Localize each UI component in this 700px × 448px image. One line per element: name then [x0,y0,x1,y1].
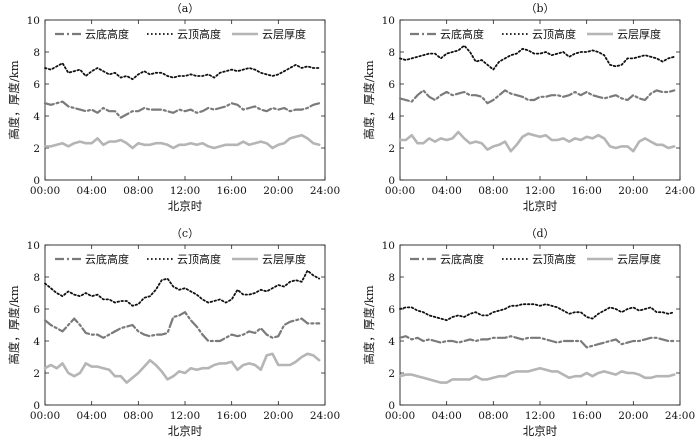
panel-a-legend-label-1: 云底高度 [85,27,129,41]
panel-b-ytick-label: 2 [388,143,395,155]
panel-b-xtick-label: 16:00 [572,185,602,197]
panel-b-legend-label-3: 云层厚度 [617,27,661,41]
panel-c-ylabel: 高度，厚度/km [7,285,21,364]
panel-d-ylabel: 高度，厚度/km [362,285,376,364]
panel-d-ytick-label: 8 [388,272,395,284]
panel-c-series-cloud-base-line [43,311,321,343]
panel-d-xlabel: 北京时 [523,424,558,438]
panel-a-xtick-label: 12:00 [170,185,200,197]
panel-d-legend-label-3: 云层厚度 [617,252,661,266]
panel-d-xtick-label: 08:00 [478,410,508,422]
panel-b-xtick-label: 12:00 [525,185,555,197]
panel-a-ytick-label: 6 [33,79,40,91]
panel-d-ytick-label: 6 [388,304,395,316]
panel-d-ytick-label: 4 [388,336,395,348]
panel-c-legend-label-1: 云底高度 [85,252,129,266]
panel-a-series-cloud-top-line [44,62,321,81]
panel-a-xlabel: 北京时 [168,199,203,213]
panel-d-ytick-label: 10 [382,240,395,252]
panel-c-series-cloud-top-line [44,269,321,307]
panel-c-title: （c） [171,227,199,240]
panel-d-xtick-label: 00:00 [385,410,415,422]
panel-b-series-cloud-top-line [399,44,676,71]
panel-c-xtick-label: 00:00 [30,410,60,422]
panel-b-ytick-label: 10 [382,15,395,27]
panel-c-ytick-label: 0 [33,400,40,412]
panel-b-xtick-label: 24:00 [665,185,695,197]
panel-c-xtick-label: 16:00 [217,410,247,422]
panel-b-xlabel: 北京时 [523,199,558,213]
panel-a-xtick-label: 24:00 [310,185,340,197]
panel-c-xtick-label: 04:00 [77,410,107,422]
panel-c-ytick-label: 10 [27,240,40,252]
panel-a-xtick-label: 00:00 [30,185,60,197]
panel-b-ytick-label: 8 [388,47,395,59]
panel-c-axes-frame [44,244,326,406]
panel-c-legend-label-3: 云层厚度 [262,252,306,266]
panel-c-xtick-label: 24:00 [310,410,340,422]
panel-d-xtick-label: 04:00 [432,410,462,422]
panel-d-xtick-label: 16:00 [572,410,602,422]
panel-a-legend-label-3: 云层厚度 [262,27,306,41]
panel-a-xtick-label: 08:00 [123,185,153,197]
panel-b-ylabel: 高度，厚度/km [362,60,376,139]
panel-d-ytick-label: 0 [388,400,395,412]
panel-d-series-cloud-thickness-line [398,366,676,384]
panel-a-series-cloud-thickness-line [43,133,321,150]
panel-d-legend-label-1: 云底高度 [440,252,484,266]
panel-b-ytick-label: 4 [388,111,395,123]
panel-d-xtick-label: 20:00 [618,410,648,422]
panel-c-ytick-label: 4 [33,336,40,348]
panel-a-ylabel: 高度，厚度/km [7,60,21,139]
panel-a-legend-label-2: 云顶高度 [177,27,221,41]
panel-b-axes-frame [399,19,681,181]
panel-a-xtick-label: 20:00 [263,185,293,197]
panel-b-legend-label-1: 云底高度 [440,27,484,41]
panel-a-ytick-label: 2 [33,143,40,155]
panel-d-series-cloud-top-line [399,303,676,322]
panel-a-xtick-label: 16:00 [217,185,247,197]
panel-b-series-cloud-thickness-line [398,130,676,153]
panel-b-xtick-label: 00:00 [385,185,415,197]
panel-c-series-cloud-thickness-line [43,352,321,384]
panel-a-title: （a） [171,2,200,15]
panel-c-xlabel: 北京时 [168,424,203,438]
panel-a-ytick-label: 0 [33,175,40,187]
panel-c-ytick-label: 8 [33,272,40,284]
panel-d-title: （d） [525,227,554,240]
panel-b-legend-label-2: 云顶高度 [532,27,576,41]
panel-a-ytick-label: 10 [27,15,40,27]
panel-d-legend-label-2: 云顶高度 [532,252,576,266]
panel-b-xtick-label: 04:00 [432,185,462,197]
panel-d-ytick-label: 2 [388,368,395,380]
panel-a-axes-frame [44,19,326,181]
panel-d-xtick-label: 24:00 [665,410,695,422]
panel-c-xtick-label: 08:00 [123,410,153,422]
panel-b-xtick-label: 20:00 [618,185,648,197]
panel-c-legend-label-2: 云顶高度 [177,252,221,266]
panel-b-ytick-label: 0 [388,175,395,187]
panel-a-series-cloud-base-line [43,100,321,119]
panel-b-ytick-label: 6 [388,79,395,91]
panel-a-xtick-label: 04:00 [77,185,107,197]
panel-c-ytick-label: 6 [33,304,40,316]
panel-a-ytick-label: 4 [33,111,40,123]
panel-b-series-cloud-base-line [398,89,676,105]
panel-b-title: （b） [525,2,554,15]
panel-c-xtick-label: 12:00 [170,410,200,422]
panel-d-axes-frame [399,244,681,406]
panel-d-series-cloud-base-line [398,335,676,349]
panel-c-xtick-label: 20:00 [263,410,293,422]
panel-d-xtick-label: 12:00 [525,410,555,422]
panel-b-xtick-label: 08:00 [478,185,508,197]
panel-c-ytick-label: 2 [33,368,40,380]
panel-a-ytick-label: 8 [33,47,40,59]
